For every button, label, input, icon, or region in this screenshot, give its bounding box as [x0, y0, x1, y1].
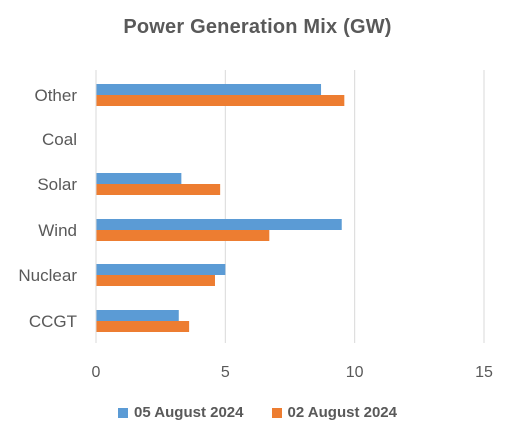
- legend-label-series-1: 05 August 2024: [134, 404, 244, 421]
- legend-label-series-2: 02 August 2024: [287, 404, 398, 421]
- legend-item-series-1: 05 August 2024: [118, 404, 244, 421]
- chart-title: Power Generation Mix (GW): [123, 16, 392, 38]
- gridlines: [224, 70, 485, 343]
- bar-2: [96, 275, 215, 286]
- legend-swatch-series-1: [118, 407, 128, 418]
- bar-1: [96, 219, 342, 230]
- bar-2: [96, 230, 270, 241]
- bar-1: [96, 84, 322, 95]
- legend: 05 August 2024 02 August 2024: [0, 404, 515, 421]
- bar-2: [96, 321, 190, 332]
- bar-2: [96, 95, 345, 106]
- axes: 0 5 10 15 Other Coal Solar Wind Nuclear CCGT: [18, 70, 493, 381]
- legend-item-series-2: 02 August 2024: [271, 404, 398, 421]
- bar-1: [96, 264, 226, 275]
- bar-series: [96, 84, 345, 332]
- y-category-label: Other: [34, 86, 77, 105]
- x-tick-label: 0: [92, 364, 101, 381]
- y-category-label: Solar: [37, 175, 77, 194]
- x-tick-label: 5: [221, 364, 230, 381]
- y-category-label: Coal: [42, 130, 77, 149]
- y-category-label: CCGT: [29, 312, 77, 331]
- x-tick-label: 10: [346, 364, 364, 381]
- y-category-label: Wind: [38, 221, 77, 240]
- bar-1: [96, 173, 182, 184]
- x-tick-label: 15: [475, 364, 493, 381]
- y-category-label: Nuclear: [18, 266, 77, 285]
- bar-2: [96, 184, 221, 195]
- legend-swatch-series-2: [271, 407, 282, 418]
- bar-1: [96, 310, 179, 321]
